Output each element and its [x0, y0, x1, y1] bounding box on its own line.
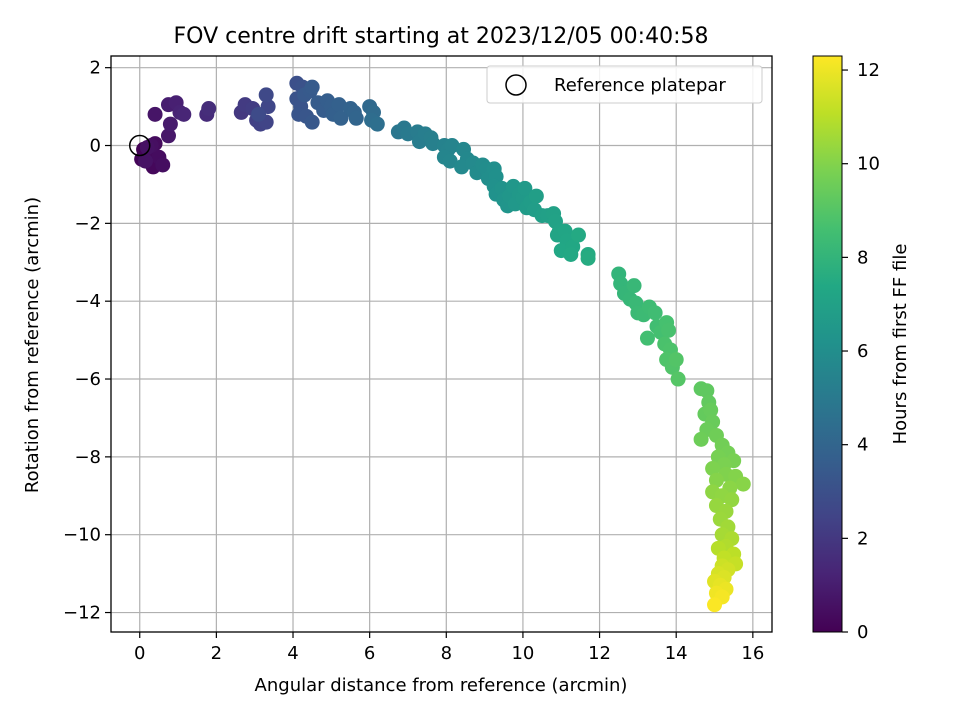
data-point — [304, 79, 320, 95]
data-point — [668, 352, 684, 368]
reference-platepar-marker — [128, 134, 151, 157]
data-point — [454, 159, 470, 175]
data-point — [176, 106, 192, 122]
y-tick-label: −6 — [74, 369, 101, 390]
data-point — [348, 110, 364, 126]
data-point — [425, 136, 441, 152]
data-point — [160, 128, 176, 144]
y-tick-label: −12 — [63, 603, 101, 624]
data-point — [517, 180, 533, 196]
x-axis-label: Angular distance from reference (arcmin) — [255, 675, 628, 696]
x-tick-label: 2 — [211, 643, 222, 664]
x-tick-label: 10 — [511, 643, 534, 664]
data-point — [707, 597, 723, 613]
chart-title: FOV centre drift starting at 2023/12/05 … — [174, 24, 709, 49]
data-point — [647, 305, 663, 321]
y-tick-label: −2 — [74, 213, 101, 234]
x-tick-label: 16 — [741, 643, 764, 664]
colorbar-tick-label: 4 — [857, 435, 868, 456]
legend: Reference platepar — [486, 65, 763, 104]
data-point — [258, 87, 274, 103]
data-points — [134, 75, 751, 613]
data-point — [369, 116, 385, 132]
data-point — [661, 322, 677, 338]
data-point — [639, 330, 655, 346]
data-point — [626, 278, 642, 294]
data-point — [699, 383, 715, 399]
x-tick-label: 4 — [287, 643, 298, 664]
legend-box — [486, 65, 763, 104]
data-point — [251, 106, 267, 122]
colorbar-tick-label: 0 — [857, 622, 868, 643]
colorbar-tick-label: 2 — [857, 528, 868, 549]
colorbar-tick-label: 8 — [857, 247, 868, 268]
y-tick-label: −10 — [63, 525, 101, 546]
data-point — [724, 492, 740, 508]
y-tick-label: −8 — [74, 447, 101, 468]
y-axis-label: Rotation from reference (arcmin) — [22, 197, 43, 493]
x-tick-label: 12 — [588, 643, 611, 664]
data-point — [563, 246, 579, 262]
data-point — [162, 116, 178, 132]
grid — [111, 56, 772, 632]
x-tick-label: 0 — [134, 643, 145, 664]
data-point — [139, 139, 155, 155]
colorbar-ticks: 0 2 4 6 8 10 12 — [842, 60, 880, 643]
plot-frame — [110, 55, 773, 633]
data-point — [444, 138, 460, 154]
data-point — [333, 110, 349, 126]
colorbar-tick-label: 10 — [857, 154, 880, 175]
data-point — [735, 476, 751, 492]
colorbar — [812, 55, 843, 633]
colorbar-tick-label: 12 — [857, 60, 880, 81]
x-axis-ticks: 0 2 4 6 8 10 12 14 16 — [134, 632, 764, 664]
data-point — [570, 227, 586, 243]
y-tick-label: −4 — [74, 291, 101, 312]
data-point — [304, 114, 320, 130]
data-point — [708, 472, 724, 488]
data-point — [703, 402, 719, 418]
colorbar-label: Hours from first FF file — [890, 244, 911, 445]
y-axis-ticks: 2 0 −2 −4 −6 −8 −10 −12 — [63, 58, 111, 624]
y-tick-label: 0 — [90, 136, 101, 157]
data-point — [528, 188, 544, 204]
data-point — [155, 157, 171, 173]
data-point — [693, 431, 709, 447]
data-point — [442, 153, 458, 169]
legend-label-reference: Reference platepar — [554, 75, 726, 96]
data-point — [705, 461, 721, 477]
x-tick-label: 8 — [441, 643, 452, 664]
data-point — [580, 250, 596, 266]
data-point — [201, 101, 217, 117]
y-tick-label: 2 — [90, 58, 101, 79]
x-tick-label: 14 — [665, 643, 688, 664]
data-point — [670, 371, 686, 387]
data-point — [147, 106, 163, 122]
data-point — [137, 153, 153, 169]
reference-marker-layer — [128, 134, 151, 157]
x-tick-label: 6 — [364, 643, 375, 664]
data-point — [331, 97, 347, 113]
colorbar-tick-label: 6 — [857, 341, 868, 362]
legend-marker-reference — [505, 74, 527, 96]
